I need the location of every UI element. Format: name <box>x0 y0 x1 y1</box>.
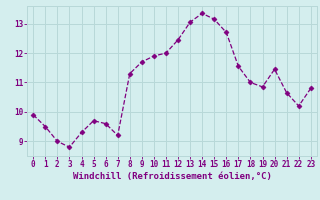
X-axis label: Windchill (Refroidissement éolien,°C): Windchill (Refroidissement éolien,°C) <box>73 172 271 181</box>
